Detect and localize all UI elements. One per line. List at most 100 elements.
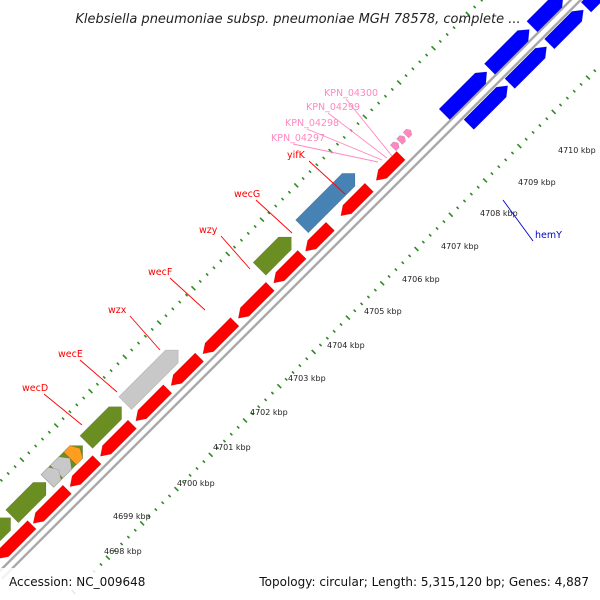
major-tick [88,388,93,394]
minor-tick [284,377,288,381]
minor-tick [390,87,394,91]
gene-label: wecD [22,383,48,394]
minor-tick [147,514,151,519]
minor-tick [424,53,429,57]
minor-tick [418,60,422,64]
major-tick [482,177,488,183]
minor-tick [524,137,528,141]
minor-tick [178,300,182,304]
blue-gene [438,71,488,121]
minor-tick [332,329,336,333]
major-tick [190,285,196,291]
minor-tick [565,96,570,100]
major-tick [396,80,402,85]
minor-tick [109,368,113,373]
minor-tick [510,151,515,155]
scale-label: 4703 kbp [288,374,326,383]
gene-label: hemY [535,230,562,241]
minor-tick [476,185,480,189]
minor-tick [246,231,250,236]
gene-leader-line [220,235,251,270]
minus-strand-gene [273,249,307,284]
gene-leader-line [327,112,388,159]
minor-tick [401,261,405,265]
minor-tick [318,343,323,347]
minor-tick [472,5,477,9]
plus-strand-gene [0,517,11,542]
minus-strand-gene [237,281,275,319]
minus-strand-gene [202,317,240,355]
minor-tick [274,204,278,208]
blue-gene [504,46,547,89]
gene-leader-line [129,315,161,351]
minor-tick [150,327,154,332]
minor-tick [322,156,326,160]
minor-tick [164,314,168,318]
minor-tick [394,267,398,272]
minus-strand-gene [375,150,406,181]
minor-tick [236,425,240,429]
minor-tick [250,412,254,416]
minor-tick [545,117,549,121]
feature-layer [0,0,600,559]
gene-leader-line [79,359,118,393]
minor-tick [442,219,446,224]
gene-leader-line [169,277,206,311]
major-tick [293,182,299,188]
blue-gene [544,9,584,50]
minor-tick [383,94,388,98]
minor-tick [490,171,494,176]
minor-tick [184,293,189,297]
minor-tick [34,444,38,448]
major-tick [225,251,231,257]
minor-tick [270,391,275,395]
minor-tick [113,549,117,553]
scale-label: 4707 kbp [441,242,479,251]
minor-tick [411,67,415,71]
minor-tick [27,451,31,455]
major-tick [465,11,471,17]
minor-tick [593,69,597,73]
minor-tick [452,26,456,30]
minor-tick [47,430,51,434]
pink-marker [402,128,413,139]
minor-tick [538,123,542,128]
minor-tick [356,122,360,126]
gene-leader-line [502,199,534,242]
minor-tick [366,295,371,299]
minor-tick [531,130,535,135]
minor-tick [301,176,305,181]
gene-leader-line [255,199,293,234]
minor-tick [102,375,106,380]
major-tick [379,280,385,286]
minor-tick [68,410,72,414]
plus-strand-gene [5,482,47,524]
scale-label: 4701 kbp [213,443,251,452]
major-tick [173,486,179,492]
major-tick [585,75,591,81]
minus-strand-gene [135,384,173,422]
minor-tick [205,272,209,277]
minor-tick [257,405,261,409]
major-tick [516,143,522,149]
minor-tick [421,240,425,244]
blue-gene [580,0,600,13]
backbone-line [0,0,573,573]
plus-strand-gene [79,406,122,449]
minor-tick [212,266,216,270]
minor-tick [133,528,137,532]
plus-strand-gene [118,349,179,410]
minor-tick [298,363,302,368]
blue-gene [526,0,564,33]
major-tick [311,349,317,355]
minor-tick [287,190,292,194]
major-tick [242,418,248,423]
minor-tick [558,103,563,107]
minor-tick [167,494,172,498]
minor-tick [428,233,432,237]
minus-strand-gene [32,484,72,524]
major-tick [345,315,351,321]
minor-tick [308,170,312,174]
minor-tick [119,542,124,546]
